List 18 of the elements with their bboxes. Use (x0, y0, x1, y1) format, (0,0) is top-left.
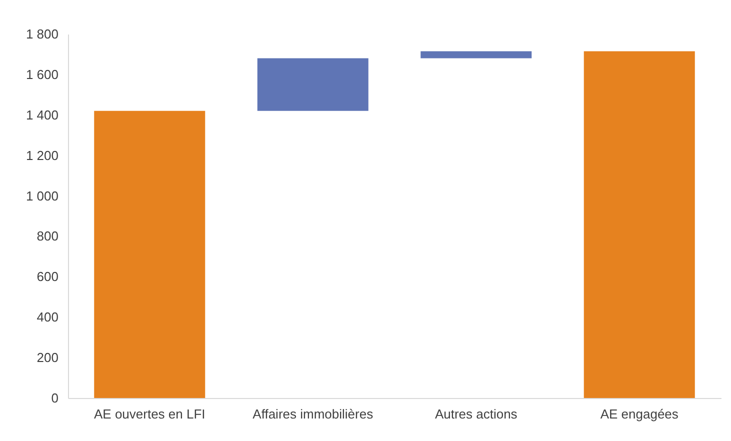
y-tick-label: 1 200 (26, 148, 58, 163)
x-tick-label: AE engagées (600, 406, 679, 422)
x-tick-label: AE ouvertes en LFI (94, 406, 206, 422)
y-tick-label: 1 000 (26, 188, 58, 204)
y-tick-label: 800 (36, 228, 58, 244)
y-tick-label: 1 800 (26, 26, 58, 42)
x-tick-label: Autres actions (434, 406, 518, 422)
y-tick-label: 1 600 (26, 66, 58, 82)
y-tick-label: 200 (36, 350, 58, 366)
y-tick-label: 600 (36, 269, 58, 284)
bar (584, 51, 695, 398)
bar (420, 51, 532, 58)
bar (94, 110, 206, 398)
y-tick-label: 400 (36, 310, 58, 325)
bar (257, 58, 368, 111)
y-tick-label: 1 400 (26, 107, 58, 122)
x-tick-label: Affaires immobilières (252, 406, 374, 422)
y-tick-label: 0 (51, 390, 58, 406)
